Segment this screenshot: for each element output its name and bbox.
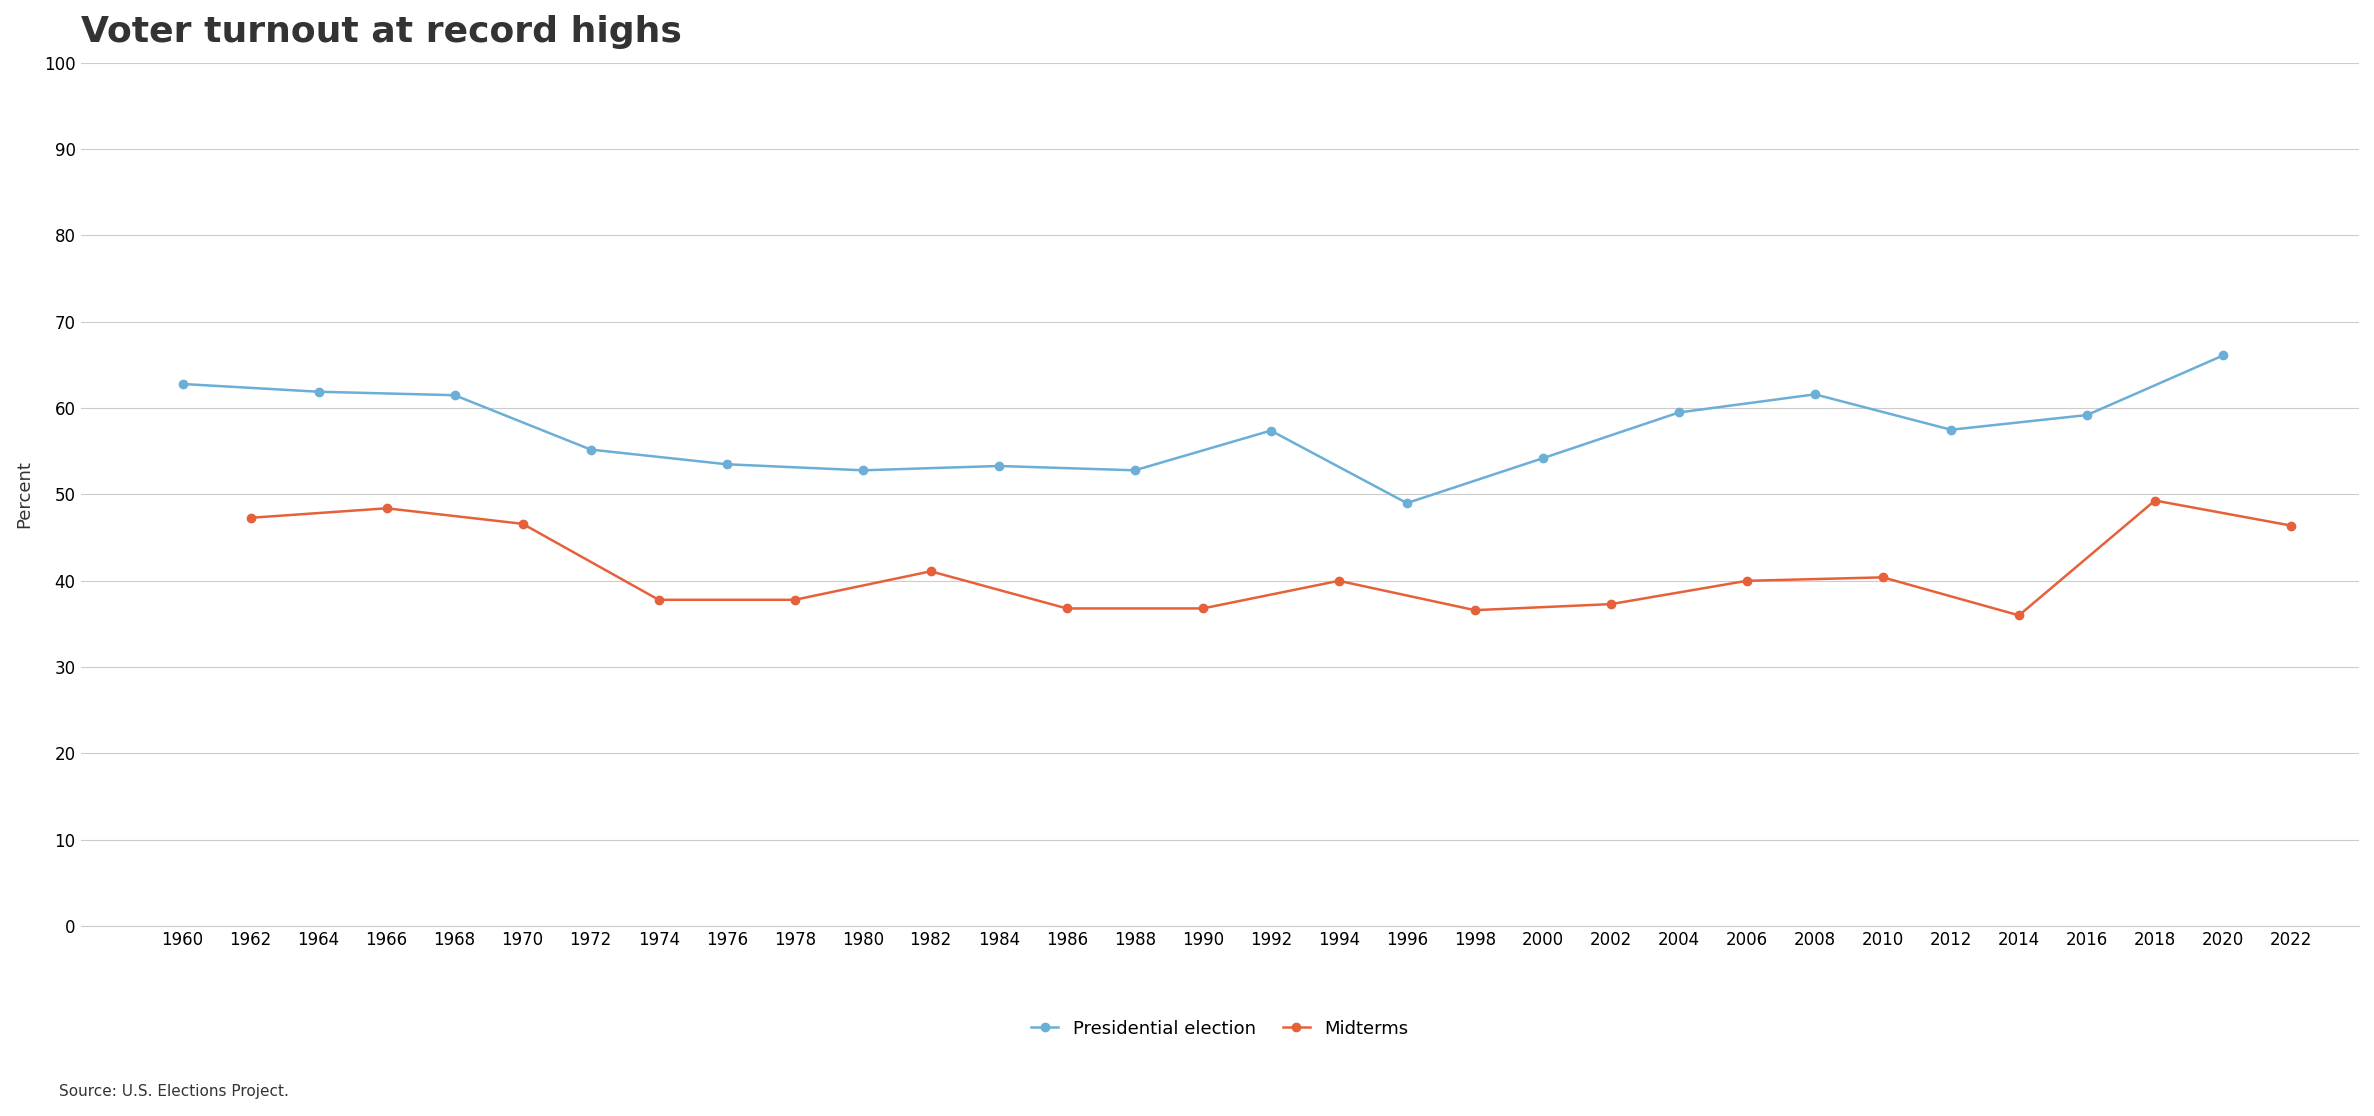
Midterms	[1733, 574, 1762, 587]
Midterms	[508, 517, 537, 530]
Presidential election	[985, 460, 1014, 473]
Midterms	[916, 565, 945, 578]
Presidential election	[442, 388, 470, 402]
Presidential election	[577, 443, 605, 456]
Presidential election	[1256, 424, 1284, 437]
Presidential election	[1121, 463, 1149, 477]
Presidential election	[712, 458, 741, 471]
Text: Voter turnout at record highs: Voter turnout at record highs	[81, 15, 681, 49]
Midterms	[2141, 493, 2170, 507]
Presidential election	[2073, 408, 2101, 422]
Presidential election	[1394, 497, 1422, 510]
Legend: Presidential election, Midterms: Presidential election, Midterms	[1023, 1013, 1415, 1046]
Midterms	[2277, 519, 2305, 532]
Midterms	[1868, 570, 1897, 584]
Midterms	[1598, 597, 1626, 610]
Presidential election	[1529, 452, 1557, 465]
Line: Presidential election: Presidential election	[178, 352, 2227, 508]
Line: Midterms: Midterms	[247, 497, 2296, 619]
Presidential election	[1664, 406, 1693, 420]
Midterms	[1189, 602, 1218, 615]
Presidential election	[169, 377, 197, 391]
Presidential election	[304, 385, 332, 398]
Midterms	[643, 593, 672, 606]
Text: Source: U.S. Elections Project.: Source: U.S. Elections Project.	[59, 1085, 290, 1099]
Presidential election	[1799, 387, 1828, 401]
Midterms	[1325, 574, 1353, 587]
Midterms	[781, 593, 810, 606]
Midterms	[2004, 608, 2032, 622]
Y-axis label: Percent: Percent	[14, 461, 33, 528]
Midterms	[1460, 604, 1488, 617]
Presidential election	[848, 463, 876, 477]
Midterms	[237, 511, 266, 525]
Presidential election	[1937, 423, 1966, 436]
Presidential election	[2208, 349, 2236, 363]
Midterms	[373, 501, 401, 514]
Midterms	[1052, 602, 1080, 615]
